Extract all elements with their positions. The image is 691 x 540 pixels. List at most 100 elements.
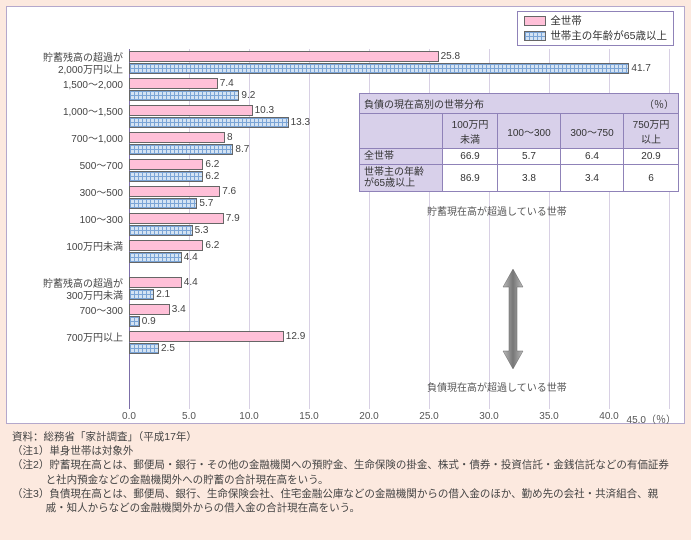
bar-blue: 13.3 <box>129 117 289 128</box>
debt-distribution-table: 負債の現在高別の世帯分布 （％） 100万円 未満100～300300～7507… <box>359 93 679 192</box>
category-label: 700万円以上 <box>66 333 123 345</box>
gridline <box>249 49 250 409</box>
x-tick-label: 15.0 <box>299 411 318 422</box>
annotation-debt-exceed: 負債現在高が超過している世帯 <box>427 379 567 394</box>
debt-row-header: 全世帯 <box>360 149 443 165</box>
category-label: 500～700 <box>80 161 123 173</box>
bar-pink: 7.9 <box>129 213 224 224</box>
bar-pink: 25.8 <box>129 51 439 62</box>
note-2: （注2）貯蓄現在高とは、郵便局・銀行・その他の金融機関への預貯金、生命保険の掛金… <box>12 458 679 486</box>
category-label: 貯蓄残高の超過が 300万円未満 <box>43 279 123 302</box>
footnotes: 資料：総務省「家計調査」（平成17年） （注1）単身世帯は対象外 （注2）貯蓄現… <box>12 430 679 515</box>
bar-pink: 6.2 <box>129 159 203 170</box>
category-label: 700～300 <box>80 306 123 318</box>
debt-table-unit: （％） <box>644 96 674 111</box>
bar-blue: 9.2 <box>129 90 239 101</box>
bar-blue: 5.7 <box>129 198 197 209</box>
category-label: 300～500 <box>80 188 123 200</box>
x-tick-label: 40.0 <box>599 411 618 422</box>
x-tick-label: 20.0 <box>359 411 378 422</box>
debt-cell: 3.4 <box>561 165 624 192</box>
bar-value: 4.4 <box>184 252 198 263</box>
bar-value: 6.2 <box>205 159 219 170</box>
debt-cell: 3.8 <box>497 165 560 192</box>
bar-value: 41.7 <box>631 63 650 74</box>
bar-value: 9.2 <box>241 90 255 101</box>
x-axis-unit: 45.0（％） <box>627 411 676 426</box>
bar-value: 10.3 <box>255 105 274 116</box>
x-tick-label: 5.0 <box>182 411 196 422</box>
double-arrow-icon <box>499 269 527 369</box>
bar-pink: 3.4 <box>129 304 170 315</box>
category-label: 貯蓄残高の超過が 2,000万円以上 <box>43 53 123 76</box>
bar-value: 6.2 <box>205 171 219 182</box>
bar-value: 2.5 <box>161 343 175 354</box>
category-label: 100万円未満 <box>66 242 123 254</box>
x-axis-labels: 0.05.010.015.020.025.030.035.040.0 <box>129 411 669 425</box>
bar-value: 13.3 <box>291 117 310 128</box>
legend-swatch-pink <box>524 16 546 26</box>
debt-row-header: 世帯主の年齢 が65歳以上 <box>360 165 443 192</box>
debt-cell: 20.9 <box>624 149 679 165</box>
bar-value: 8 <box>227 132 233 143</box>
bar-blue: 6.2 <box>129 171 203 182</box>
bar-value: 7.4 <box>220 78 234 89</box>
bar-blue: 0.9 <box>129 316 140 327</box>
bar-pink: 10.3 <box>129 105 253 116</box>
bar-value: 5.7 <box>199 198 213 209</box>
x-tick-label: 25.0 <box>419 411 438 422</box>
bar-value: 5.3 <box>195 225 209 236</box>
legend-label-a: 全世帯 <box>550 14 582 29</box>
source-line: 資料：総務省「家計調査」（平成17年） <box>12 430 679 444</box>
bar-blue: 8.7 <box>129 144 233 155</box>
debt-col-header: 300～750 <box>561 114 624 149</box>
debt-col-header: 750万円 以上 <box>624 114 679 149</box>
bar-value: 8.7 <box>235 144 249 155</box>
bar-blue: 5.3 <box>129 225 193 236</box>
x-tick-label: 10.0 <box>239 411 258 422</box>
x-tick-label: 35.0 <box>539 411 558 422</box>
bar-pink: 7.6 <box>129 186 220 197</box>
category-label: 1,000～1,500 <box>63 107 123 119</box>
category-label: 700～1,000 <box>71 134 123 146</box>
gridline <box>309 49 310 409</box>
bar-value: 4.4 <box>184 277 198 288</box>
debt-cell: 86.9 <box>443 165 498 192</box>
bar-value: 12.9 <box>286 331 305 342</box>
bar-blue: 2.1 <box>129 289 154 300</box>
bar-value: 6.2 <box>205 240 219 251</box>
debt-table-title: 負債の現在高別の世帯分布 <box>364 100 484 111</box>
annotation-savings-exceed: 貯蓄現在高が超過している世帯 <box>427 203 567 218</box>
legend: 全世帯 世帯主の年齢が65歳以上 <box>517 11 674 46</box>
debt-col-header: 100～300 <box>497 114 560 149</box>
legend-label-b: 世帯主の年齢が65歳以上 <box>550 29 667 44</box>
bar-value: 3.4 <box>172 304 186 315</box>
bar-blue: 2.5 <box>129 343 159 354</box>
note-3: （注3）負債現在高とは、郵便局、銀行、生命保険会社、住宅金融公庫などの金融機関か… <box>12 487 679 515</box>
category-label: 1,500～2,000 <box>63 80 123 92</box>
category-labels: 貯蓄残高の超過が 2,000万円以上 1,500～2,000 1,000～1,500… <box>7 49 127 409</box>
bar-pink: 6.2 <box>129 240 203 251</box>
bar-blue: 41.7 <box>129 63 629 74</box>
debt-cell: 5.7 <box>497 149 560 165</box>
legend-swatch-blue <box>524 31 546 41</box>
x-tick-label: 30.0 <box>479 411 498 422</box>
bar-pink: 4.4 <box>129 277 182 288</box>
bar-value: 2.1 <box>156 289 170 300</box>
bar-value: 7.9 <box>226 213 240 224</box>
debt-cell: 66.9 <box>443 149 498 165</box>
bar-pink: 8 <box>129 132 225 143</box>
note-1: （注1）単身世帯は対象外 <box>12 444 679 458</box>
bar-value: 25.8 <box>441 51 460 62</box>
debt-cell: 6.4 <box>561 149 624 165</box>
bar-blue: 4.4 <box>129 252 182 263</box>
x-tick-label: 0.0 <box>122 411 136 422</box>
bar-pink: 12.9 <box>129 331 284 342</box>
bar-value: 0.9 <box>142 316 156 327</box>
debt-cell: 6 <box>624 165 679 192</box>
category-label: 100～300 <box>80 215 123 227</box>
debt-col-header: 100万円 未満 <box>443 114 498 149</box>
chart-panel: 全世帯 世帯主の年齢が65歳以上 貯蓄残高の超過が 2,000万円以上 1,500… <box>6 6 685 424</box>
bar-value: 7.6 <box>222 186 236 197</box>
bar-pink: 7.4 <box>129 78 218 89</box>
